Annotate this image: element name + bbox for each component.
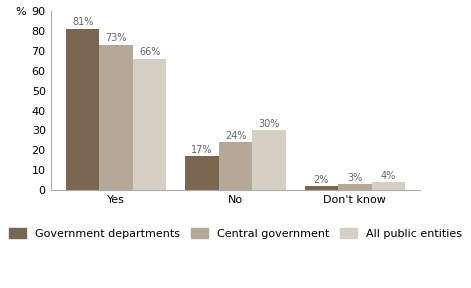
Bar bbox=[133, 59, 166, 190]
Bar bbox=[252, 130, 285, 190]
Text: 66%: 66% bbox=[139, 47, 160, 57]
Text: 4%: 4% bbox=[381, 171, 396, 181]
Legend: Government departments, Central government, All public entities: Government departments, Central governme… bbox=[9, 228, 462, 239]
Text: 73%: 73% bbox=[106, 33, 127, 43]
Bar bbox=[372, 182, 405, 190]
Y-axis label: %: % bbox=[16, 7, 26, 17]
Bar bbox=[186, 156, 219, 190]
Bar bbox=[66, 29, 99, 190]
Bar bbox=[305, 186, 338, 190]
Bar bbox=[219, 143, 252, 190]
Bar bbox=[99, 45, 133, 190]
Text: 30%: 30% bbox=[258, 119, 280, 129]
Text: 2%: 2% bbox=[314, 175, 329, 185]
Text: 24%: 24% bbox=[225, 131, 246, 141]
Text: 3%: 3% bbox=[347, 173, 363, 183]
Text: 81%: 81% bbox=[72, 17, 93, 27]
Bar bbox=[338, 184, 372, 190]
Text: 17%: 17% bbox=[191, 145, 213, 155]
